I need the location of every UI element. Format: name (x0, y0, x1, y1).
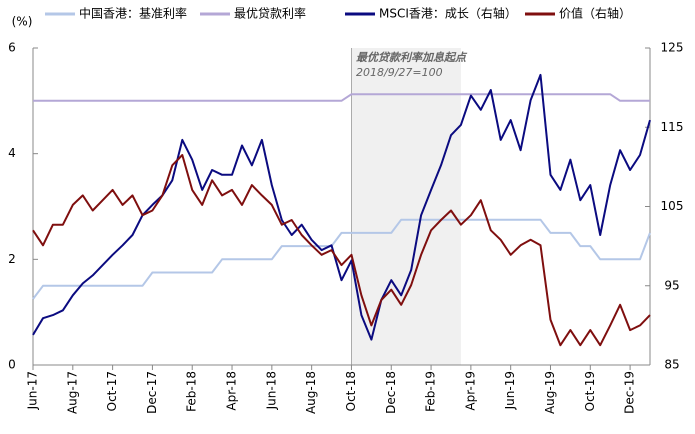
x-tick-label: Aug-17 (65, 371, 79, 414)
annotation: 2018/9/27=100 (356, 66, 443, 79)
y2-tick-label: 125 (661, 41, 684, 55)
y2-tick-label: 105 (661, 199, 684, 213)
series-line (32, 218, 651, 300)
y-tick-label: 4 (8, 146, 16, 160)
y-axis-label: (%) (12, 15, 33, 29)
y-tick-label: 2 (8, 252, 16, 266)
x-tick-label: Jun-17 (26, 371, 40, 410)
series-line (32, 154, 651, 347)
y-tick-label: 6 (8, 41, 16, 55)
annotation: 最优贷款利率加息起点 (356, 51, 468, 64)
x-tick-label: Apr-19 (463, 371, 477, 411)
y-tick-label: 0 (8, 358, 16, 372)
legend-label: 最优贷款利率 (234, 6, 306, 21)
y2-tick-label: 95 (664, 278, 679, 292)
shaded-region (351, 48, 461, 365)
x-tick-label: Dec-17 (145, 371, 159, 414)
x-tick-label: Oct-19 (583, 371, 597, 411)
y2-tick-label: 115 (661, 120, 684, 134)
x-tick-label: Jun-18 (264, 371, 278, 410)
x-tick-label: Jun-19 (503, 371, 517, 410)
series-line (32, 73, 651, 341)
y2-tick-label: 85 (664, 358, 679, 372)
x-tick-label: Aug-19 (543, 371, 557, 414)
x-tick-label: Aug-18 (304, 371, 318, 414)
x-tick-label: Dec-19 (623, 371, 637, 414)
x-tick-label: Oct-17 (105, 371, 119, 411)
x-tick-label: Oct-18 (344, 371, 358, 411)
x-tick-label: Dec-18 (384, 371, 398, 414)
series-line (33, 93, 650, 102)
x-tick-label: Feb-19 (424, 371, 438, 412)
x-tick-label: Feb-18 (185, 371, 199, 412)
legend-label: 价值（右轴） (559, 6, 631, 21)
x-tick-label: Apr-18 (225, 371, 239, 411)
legend-label: 中国香港：基准利率 (79, 6, 187, 21)
legend-label: MSCI香港：成长（右轴） (379, 6, 517, 21)
